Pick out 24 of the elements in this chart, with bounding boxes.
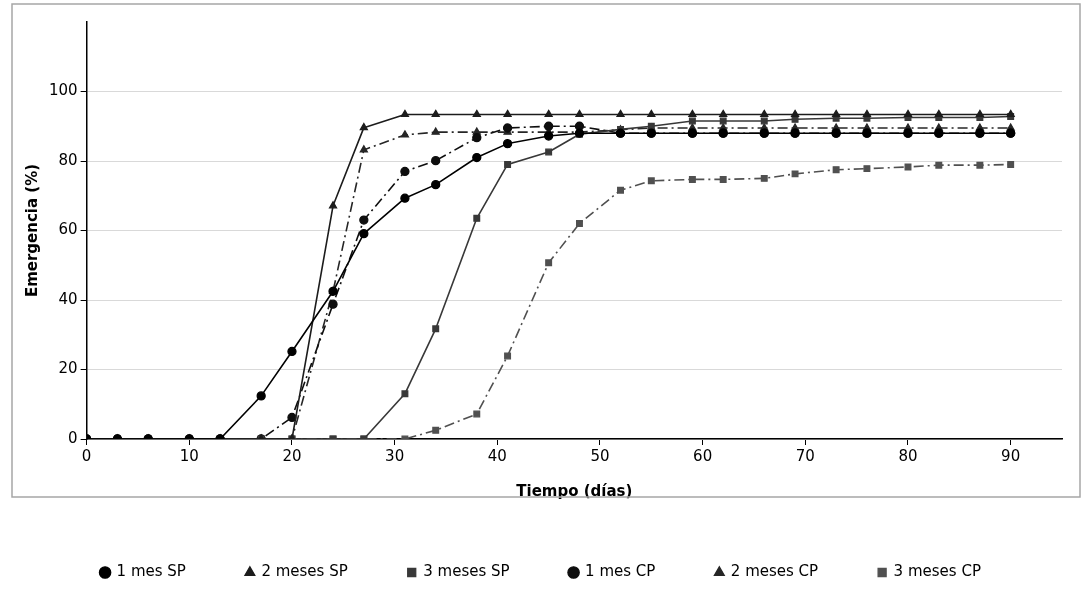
x-tick-label: 40 (487, 446, 507, 465)
legend-label: 3 meses CP (893, 562, 981, 581)
x-axis-title: Tiempo (días) (516, 481, 633, 500)
y-tick-label: 80 (58, 150, 78, 169)
x-tick-label: 50 (590, 446, 610, 465)
legend-label: 1 mes CP (585, 562, 656, 581)
y-tick-label: 100 (48, 81, 78, 100)
y-tick-label: 0 (68, 428, 78, 447)
y-tick-label: 40 (58, 289, 78, 308)
legend-label: 2 meses SP (261, 562, 348, 581)
y-tick-label: 60 (58, 220, 78, 239)
x-tick-label: 30 (385, 446, 405, 465)
x-tick-label: 20 (282, 446, 302, 465)
x-tick-label: 0 (81, 446, 92, 465)
y-axis-title: Emergencia (%) (22, 163, 41, 298)
x-tick-label: 80 (898, 446, 918, 465)
x-tick-label: 90 (1001, 446, 1021, 465)
legend-label: 1 mes SP (116, 562, 186, 581)
x-tick-label: 70 (795, 446, 815, 465)
y-tick-label: 20 (58, 359, 78, 378)
x-tick-label: 60 (693, 446, 713, 465)
legend-label: 2 meses CP (730, 562, 819, 581)
x-tick-label: 10 (179, 446, 199, 465)
legend-label: 3 meses SP (423, 562, 510, 581)
